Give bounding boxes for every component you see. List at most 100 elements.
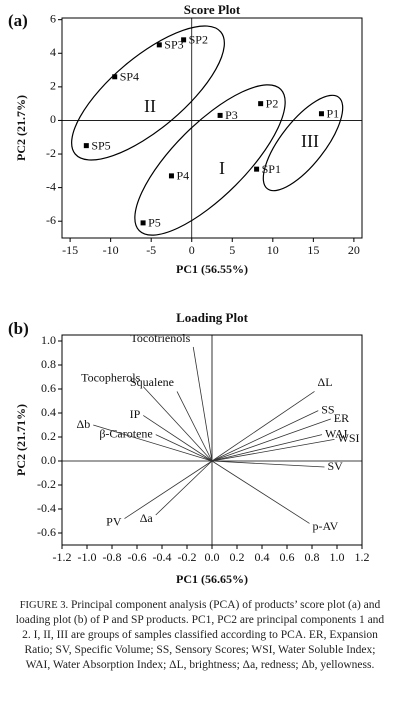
point — [156, 42, 162, 48]
loading-vector — [155, 460, 213, 516]
group-label: I — [219, 158, 225, 178]
loading-vector — [211, 460, 310, 524]
vector-label: WSI — [338, 431, 360, 445]
group-ellipse — [71, 25, 225, 161]
y-tick-label: 0.6 — [41, 381, 56, 395]
x-tick-label: 0 — [189, 243, 195, 257]
loading-vector — [142, 386, 213, 462]
vector-label: ER — [334, 411, 349, 425]
loading-vector — [211, 439, 335, 462]
point — [168, 173, 174, 179]
x-tick-label: 5 — [229, 243, 235, 257]
vector-label: SV — [328, 459, 344, 473]
caption-text: Principal component analysis (PCA) of pr… — [15, 599, 385, 671]
x-tick-label: -15 — [62, 243, 78, 257]
panel-label: (b) — [8, 319, 29, 338]
point-label: SP4 — [120, 70, 139, 84]
vector-label: β-Carotene — [99, 426, 152, 440]
x-axis-label: PC1 (56.55%) — [176, 262, 248, 276]
point-label: SP5 — [91, 138, 110, 152]
x-tick-label: -5 — [146, 243, 156, 257]
vector-label: p-AV — [313, 519, 339, 533]
vector-label: Squalene — [130, 375, 174, 389]
y-tick-label: 0.4 — [41, 405, 56, 419]
point-label: SP1 — [262, 162, 281, 176]
x-tick-label: -0.2 — [178, 550, 197, 564]
y-tick-label: 6 — [50, 11, 56, 25]
x-tick-label: -0.6 — [128, 550, 147, 564]
y-tick-label: 0.2 — [41, 429, 56, 443]
figure: Score Plot (a) PC1 (56.55%) PC2 (21.7%) … — [8, 2, 370, 586]
loading-vector — [211, 410, 319, 462]
point — [83, 143, 89, 149]
group-ellipse — [134, 84, 286, 236]
loading-vector — [155, 434, 213, 462]
x-tick-label: -1.2 — [53, 550, 72, 564]
x-tick-label: 1.0 — [330, 550, 345, 564]
vector-label: Tocotrienols — [130, 331, 190, 345]
loading-vector — [143, 415, 213, 462]
x-tick-label: 0.4 — [255, 550, 270, 564]
loading-vector — [176, 391, 213, 462]
y-tick-label: -6 — [46, 213, 56, 227]
plot-frame — [61, 17, 363, 239]
y-tick-label: -0.6 — [37, 525, 56, 539]
vector-label: ΔL — [318, 375, 333, 389]
y-axis-label: PC2 (21.71%) — [14, 404, 28, 476]
y-tick-label: -0.4 — [37, 501, 56, 515]
x-tick-label: 20 — [348, 243, 360, 257]
loading-vector — [211, 418, 331, 462]
y-tick-label: -2 — [46, 146, 56, 160]
y-tick-label: 0.8 — [41, 357, 56, 371]
loading-vector — [211, 434, 323, 462]
y-tick-label: 0.0 — [41, 453, 56, 467]
point-label: SP2 — [189, 33, 208, 47]
point-label: P5 — [148, 216, 161, 230]
chart-title: Loading Plot — [176, 310, 249, 325]
point — [318, 111, 324, 117]
panel-label: (a) — [8, 11, 28, 30]
y-tick-label: -4 — [46, 179, 56, 193]
y-tick-label: 1.0 — [41, 333, 56, 347]
point — [254, 166, 260, 172]
group-label: II — [144, 96, 156, 116]
x-tick-label: -0.8 — [103, 550, 122, 564]
x-tick-label: 0.2 — [230, 550, 245, 564]
point-label: P1 — [326, 106, 339, 120]
y-tick-label: 4 — [50, 45, 56, 59]
x-tick-label: 15 — [307, 243, 319, 257]
x-tick-label: -10 — [103, 243, 119, 257]
point — [112, 74, 118, 80]
loading-vector — [192, 346, 213, 462]
x-tick-label: 0.0 — [205, 550, 220, 564]
point — [140, 220, 146, 226]
point — [181, 37, 187, 43]
vector-label: PV — [106, 514, 122, 528]
vector-label: Δa — [140, 511, 154, 525]
vector-label: IP — [130, 407, 141, 421]
x-tick-label: -0.4 — [153, 550, 172, 564]
y-tick-label: -0.2 — [37, 477, 56, 491]
group-label: III — [301, 131, 319, 151]
loading-vector — [124, 460, 213, 519]
point-label: P3 — [225, 108, 238, 122]
loading-vector — [211, 460, 325, 468]
x-axis-label: PC1 (56.65%) — [176, 572, 248, 586]
chart-title: Score Plot — [184, 2, 241, 17]
x-tick-label: -1.0 — [78, 550, 97, 564]
vector-label: Δb — [77, 417, 91, 431]
group-ellipse — [262, 94, 344, 192]
y-axis-label: PC2 (21.7%) — [14, 95, 28, 161]
loading-vector — [211, 391, 315, 462]
x-tick-label: 0.8 — [305, 550, 320, 564]
x-tick-label: 0.6 — [280, 550, 295, 564]
point-label: P2 — [266, 96, 279, 110]
x-tick-label: 10 — [267, 243, 279, 257]
caption-label: FIGURE 3. — [19, 600, 69, 611]
y-tick-label: 2 — [50, 79, 56, 93]
point — [258, 101, 264, 107]
vector-label: WAI — [325, 426, 348, 440]
caption: FIGURE 3. Principal component analysis (… — [14, 598, 386, 673]
loading-vector — [93, 424, 213, 462]
